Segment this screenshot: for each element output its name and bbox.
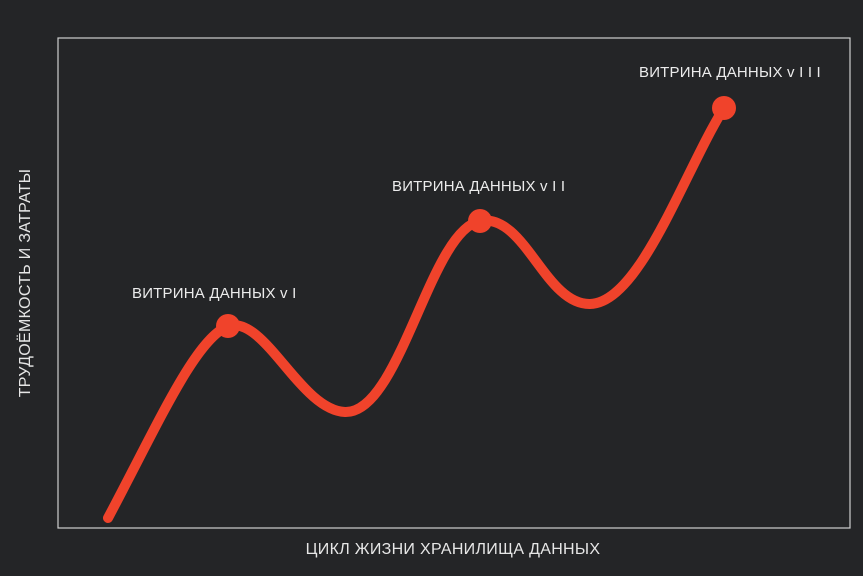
lifecycle-curve [103, 103, 729, 523]
marker-v2 [468, 209, 492, 233]
y-axis-label: ТРУДОЁМКОСТЬ И ЗАТРАТЫ [16, 169, 34, 398]
marker-v1 [216, 314, 240, 338]
x-axis-label: ЦИКЛ ЖИЗНИ ХРАНИЛИЩА ДАННЫХ [306, 541, 601, 558]
marker-label-v2: ВИТРИНА ДАННЫХ v I I [392, 178, 565, 195]
marker-v3 [712, 96, 736, 120]
marker-label-v3: ВИТРИНА ДАННЫХ v I I I [639, 64, 821, 81]
marker-label-v1: ВИТРИНА ДАННЫХ v I [132, 285, 296, 302]
plot-frame [57, 37, 851, 529]
